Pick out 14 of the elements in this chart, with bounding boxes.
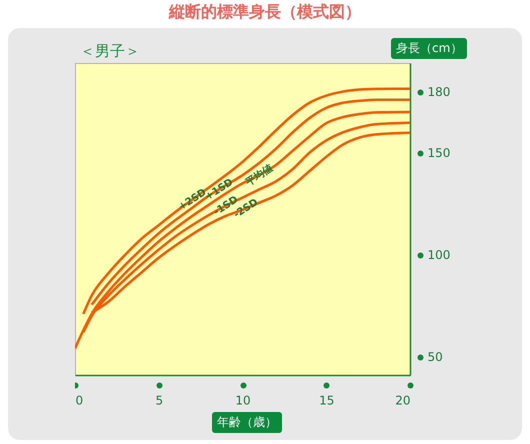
y-tick-label: 150 — [428, 146, 450, 160]
x-tick-label: 0 — [76, 394, 84, 408]
y-tick-label: 50 — [428, 350, 443, 364]
x-tick-label: 5 — [155, 394, 164, 408]
x-tick-label: 20 — [395, 394, 410, 408]
y-tick-label: 100 — [428, 248, 450, 262]
chart-subtitle: ＜男子＞ — [80, 42, 140, 61]
x-tick-label: 15 — [319, 394, 334, 408]
chart-title: 縦断的標準身長（模式図） — [168, 1, 362, 23]
x-tick-label: 10 — [235, 394, 251, 408]
x-axis-title: 年齢（歳） — [212, 412, 282, 433]
y-tick-label: 180 — [428, 85, 450, 100]
text: 平均値 — [242, 162, 276, 189]
y-axis-title: 身長（cm） — [391, 38, 468, 59]
